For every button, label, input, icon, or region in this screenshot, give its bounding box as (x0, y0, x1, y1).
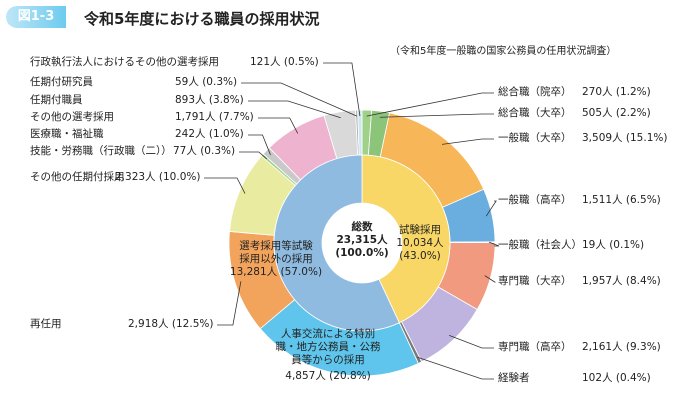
outer-category: 技能・労務職（行政職（二）） (30, 145, 172, 157)
outer-value: 2,323人 (10.0%) (115, 171, 201, 183)
leader-line (323, 62, 361, 117)
source-note: （令和5年度一般職の国家公務員の任用状況調査） (390, 46, 617, 57)
outer-value: 2,918人 (12.5%) (128, 318, 214, 330)
leader-line (217, 281, 242, 326)
center-hole (322, 203, 402, 283)
leader-line (379, 113, 494, 118)
outer-value: 121人 (0.5%) (250, 56, 319, 68)
outer-category: 一般職（大卒） (498, 132, 572, 144)
leader-line (441, 138, 494, 145)
leader-line (417, 356, 494, 380)
leader-line (248, 134, 271, 156)
leader-line (488, 241, 500, 247)
inner-value: 13,281人 (57.0%) (229, 266, 323, 278)
outer-category: 人事交流による特別職・地方公務員・公務員等からの採用 (275, 328, 381, 366)
outer-value: 1,791人 (7.7%) (175, 111, 254, 123)
outer-value: 1,511人 (6.5%) (582, 194, 661, 206)
leader-line (258, 117, 299, 134)
leader-line (448, 335, 494, 349)
center-value: 23,315人 (100.0%) (335, 234, 389, 259)
outer-category: 経験者 (498, 372, 530, 384)
outer-category: 総合職（大卒） (498, 107, 572, 119)
outer-value: 2,161人 (9.3%) (582, 341, 661, 353)
inner-category: 選考採用等試験採用以外の採用 (239, 240, 313, 265)
outer-category: 総合職（院卒） (498, 86, 572, 98)
outer-value: 505人 (2.2%) (582, 107, 651, 119)
chart-title: 令和5年度における職員の採用状況 (84, 10, 320, 28)
outer-value: 102人 (0.4%) (582, 372, 651, 384)
leader-line (204, 177, 246, 194)
outer-category: 一般職（社会人） (498, 239, 582, 251)
outer-category: 行政執行法人におけるその他の選考採用 (30, 56, 219, 68)
outer-category: 医療職・福祉職 (30, 128, 104, 140)
outer-value: 19人 (0.1%) (582, 239, 645, 251)
outer-category: 一般職（高卒） (498, 194, 572, 206)
inner-value: 10,034人 (43.0%) (396, 237, 444, 262)
outer-value: 3,509人 (15.1%) (582, 132, 668, 144)
leader-line (366, 92, 494, 117)
leader-line (241, 82, 358, 117)
center-label: 総数 (351, 221, 373, 233)
outer-category: 再任用 (30, 318, 62, 330)
leader-line (248, 100, 341, 119)
outer-category: その他の任期付採用 (30, 171, 125, 183)
outer-value: 893人 (3.8%) (175, 94, 244, 106)
outer-value: 242人 (1.0%) (175, 128, 244, 140)
outer-category: その他の選考採用 (30, 111, 114, 123)
leader-line (239, 151, 268, 160)
inner-category: 試験採用 (399, 224, 441, 236)
leader-line (484, 275, 497, 283)
outer-value: 77人 (0.3%) (173, 145, 236, 157)
outer-category: 任期付職員 (30, 94, 83, 106)
outer-value: 270人 (1.2%) (582, 86, 651, 98)
outer-category: 専門職（高卒） (498, 341, 572, 353)
outer-category: 任期付研究員 (30, 76, 93, 88)
outer-value: 1,957人 (8.4%) (582, 275, 661, 287)
outer-value: 59人 (0.3%) (175, 76, 238, 88)
leader-line (485, 200, 497, 217)
figure-label: 図1-3 (6, 6, 66, 28)
outer-category: 専門職（大卒） (498, 275, 572, 287)
outer-value: 4,857人 (20.8%) (285, 370, 371, 382)
